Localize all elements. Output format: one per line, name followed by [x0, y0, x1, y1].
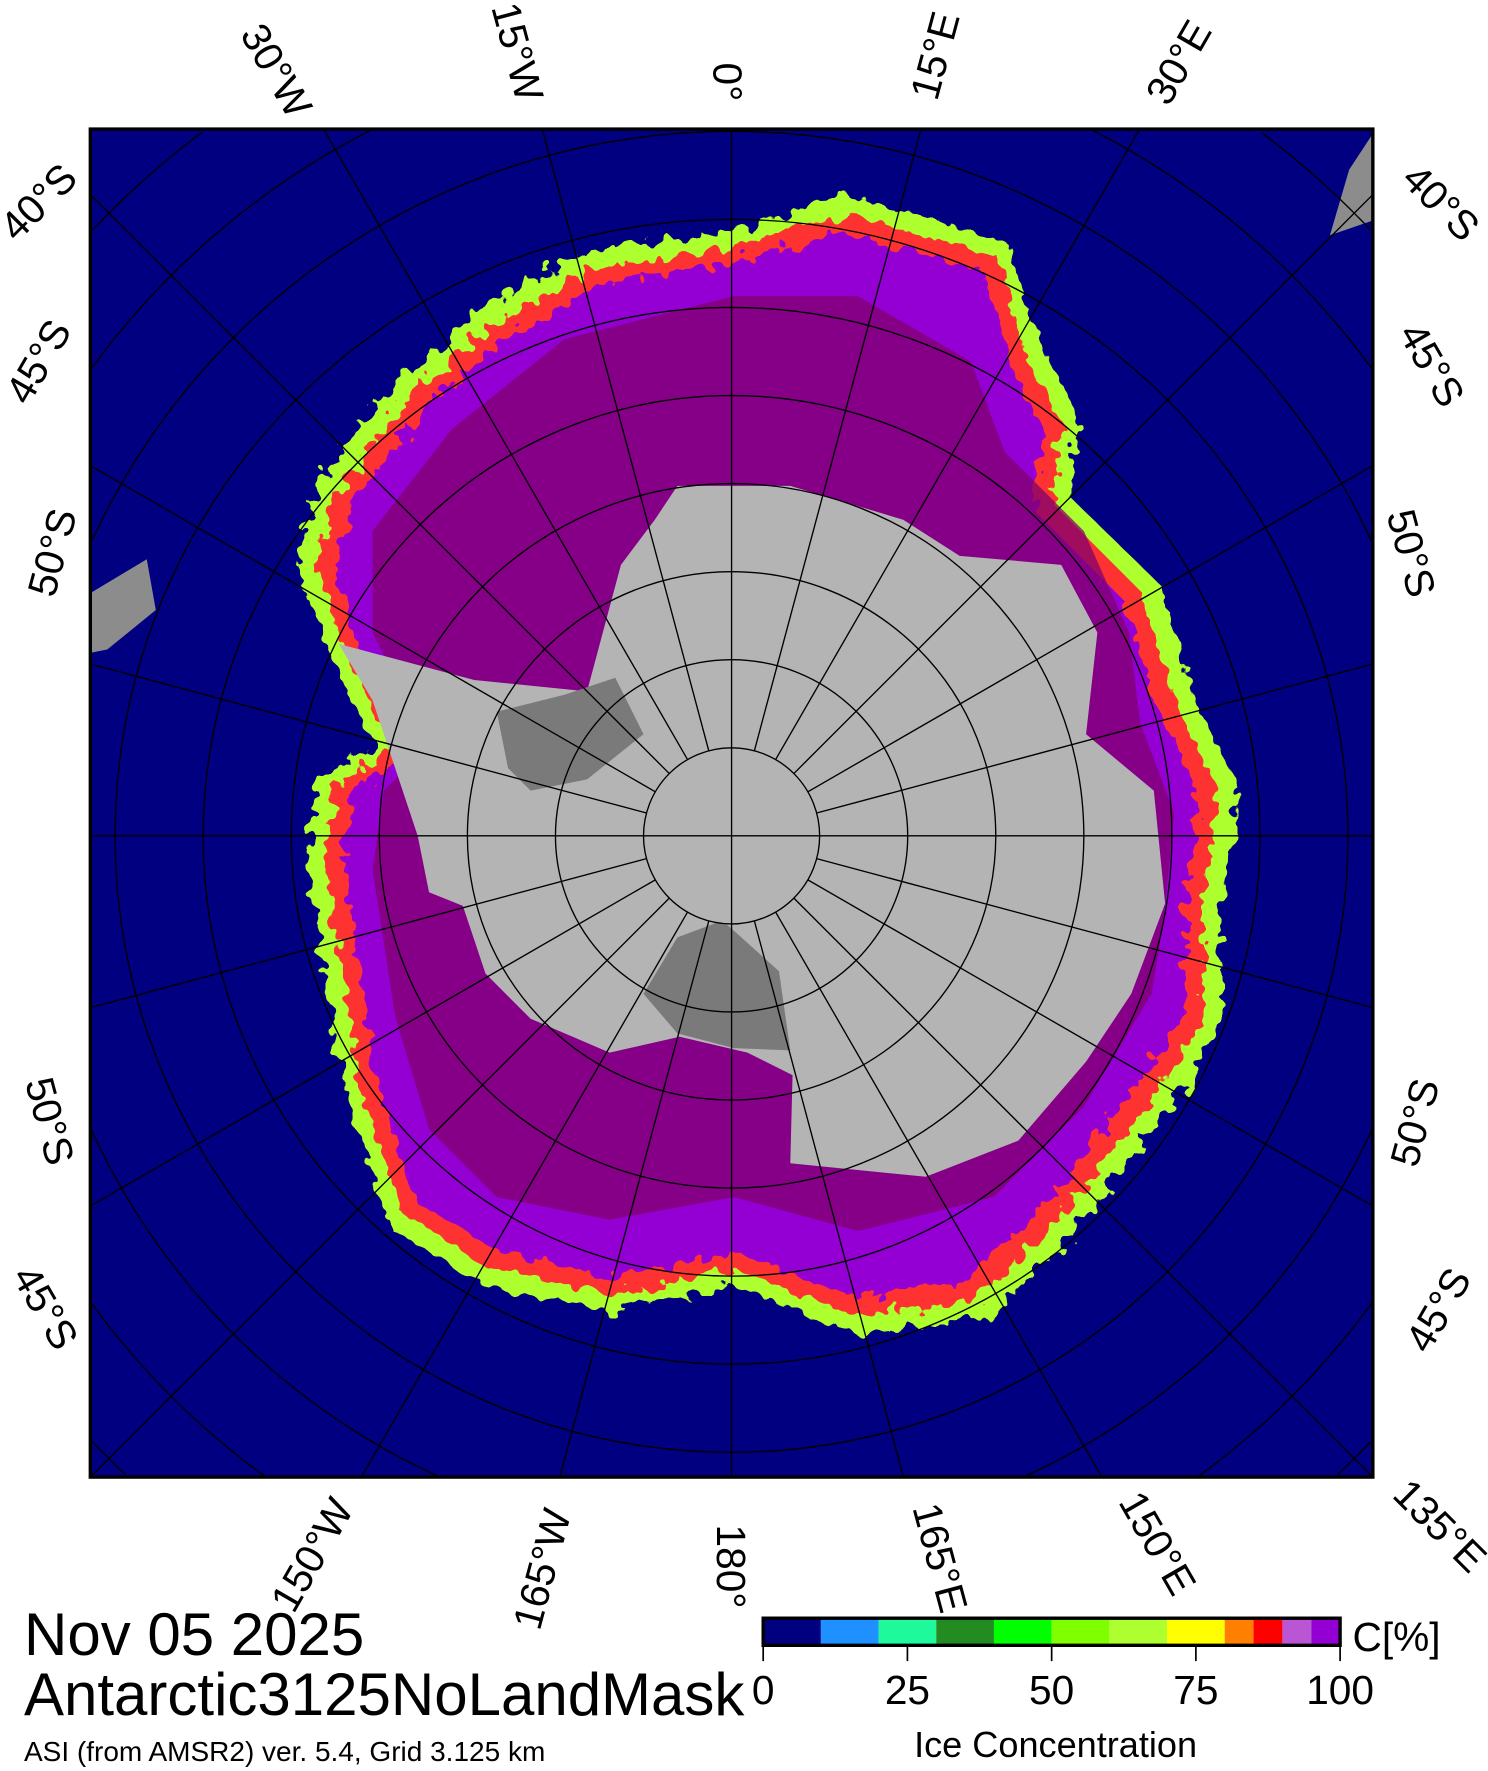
latitude-label: 50°S	[18, 504, 85, 601]
latitude-label: 50°S	[1381, 1074, 1448, 1171]
meridian-label: 30°E	[1136, 12, 1220, 112]
latitude-label: 45°S	[0, 312, 80, 412]
meridian-line	[753, 920, 905, 1478]
colorbar-segment	[1253, 1618, 1283, 1646]
meridian-labels-bottom: 150°W 165°W 180° 165°E 150°E 135°E	[261, 1470, 1488, 1634]
map-frame	[88, 127, 1375, 1479]
colorbar-segment	[763, 1618, 821, 1646]
meridian-line	[807, 879, 1373, 1207]
meridian-line	[753, 129, 922, 751]
latitude-label: 40°S	[1394, 155, 1488, 250]
colorbar-segment	[820, 1618, 879, 1646]
meridian-line	[793, 194, 1373, 775]
meridian-labels-top: 30°W 15°W 0° 15°E 30°E	[232, 0, 1221, 126]
meridian-label: 15°W	[482, 0, 552, 106]
meridian-line	[90, 194, 670, 775]
latitude-label: 50°S	[1378, 504, 1445, 601]
colorbar-segment	[1109, 1618, 1168, 1646]
colorbar-tick-label: 75	[1173, 1667, 1218, 1713]
meridian-line	[816, 663, 1373, 814]
date-title: Nov 05 2025	[24, 1601, 365, 1668]
meridian-line	[322, 129, 689, 760]
colorbar-tick-label: 0	[752, 1667, 775, 1713]
meridian-line	[775, 911, 1103, 1478]
product-subtitle: ASI (from AMSR2) ver. 5.4, Grid 3.125 km	[24, 1736, 546, 1767]
colorbar-segment	[1167, 1618, 1225, 1646]
meridian-line	[90, 465, 656, 793]
meridian-label: 150°E	[1110, 1483, 1205, 1602]
meridian-label: 165°W	[504, 1503, 580, 1634]
latitude-label: 45°S	[1390, 315, 1474, 415]
graticule	[90, 129, 1373, 1478]
product-title: Antarctic3125NoLandMask	[24, 1661, 745, 1728]
latitude-label: 45°S	[1396, 1260, 1480, 1360]
colorbar-segment	[1282, 1618, 1312, 1646]
meridian-line	[90, 897, 670, 1478]
meridian-label: 15°E	[901, 7, 968, 104]
meridian-line	[807, 465, 1373, 793]
latitude-circle	[90, 130, 1373, 1478]
meridian-line	[793, 897, 1373, 1478]
meridian-label: 30°W	[232, 16, 322, 126]
colorbar-tick-label: 100	[1306, 1667, 1374, 1713]
meridian-line	[775, 129, 1141, 760]
meridian-line	[559, 920, 710, 1478]
meridian-label: 165°E	[904, 1498, 977, 1617]
latitude-labels-left: 40°S 45°S 50°S 50°S 45°S	[0, 154, 88, 1357]
meridian-label: 0°	[705, 62, 751, 101]
meridian-line	[90, 663, 647, 814]
latitude-labels-right: 40°S 45°S 50°S 50°S 45°S	[1378, 155, 1488, 1360]
colorbar-segment	[936, 1618, 994, 1646]
latitude-label: 50°S	[16, 1072, 83, 1169]
meridian-line	[360, 911, 689, 1478]
colorbar: 0 25 50 75 100	[752, 1616, 1374, 1713]
meridian-line	[816, 857, 1373, 1009]
colorbar-segment	[1311, 1618, 1341, 1646]
colorbar-tick-label: 50	[1029, 1667, 1074, 1713]
colorbar-segment	[1224, 1618, 1254, 1646]
latitude-circle	[90, 129, 1373, 1478]
colorbar-tick-label: 25	[885, 1667, 930, 1713]
colorbar-label: Ice Concentration	[914, 1724, 1197, 1765]
latitude-label: 40°S	[0, 154, 86, 249]
colorbar-segment	[1051, 1618, 1110, 1646]
ronne-ice-shelf	[496, 677, 644, 791]
south-america	[90, 559, 156, 653]
latitude-circle	[92, 132, 1371, 1476]
colorbar-segment	[993, 1618, 1052, 1646]
meridian-line	[90, 857, 647, 1009]
latitude-label: 45°S	[3, 1258, 87, 1358]
meridian-label: 180°	[708, 1525, 754, 1609]
colorbar-segment	[878, 1618, 937, 1646]
meridian-line	[90, 879, 656, 1207]
ross-ice-shelf	[643, 920, 791, 1051]
meridian-label: 135°E	[1385, 1470, 1488, 1581]
meridian-line	[541, 129, 710, 751]
colorbar-unit: C[%]	[1353, 1614, 1441, 1660]
africa-tip	[1329, 133, 1373, 236]
